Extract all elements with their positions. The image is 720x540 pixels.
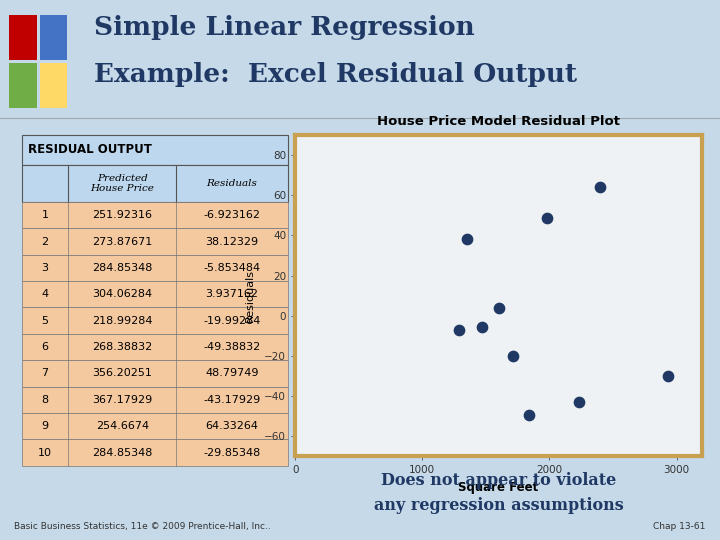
Text: 5: 5 <box>42 316 48 326</box>
Point <box>541 213 553 222</box>
Bar <box>22 202 288 228</box>
Text: 356.20251: 356.20251 <box>92 368 152 379</box>
Y-axis label: Residuals: Residuals <box>245 269 255 322</box>
Bar <box>9 63 37 108</box>
Text: -6.923162: -6.923162 <box>204 210 261 220</box>
Bar <box>22 307 288 334</box>
Text: 4: 4 <box>42 289 49 299</box>
Point <box>573 398 585 407</box>
Text: -29.85348: -29.85348 <box>204 448 261 457</box>
Text: Example:  Excel Residual Output: Example: Excel Residual Output <box>94 62 577 87</box>
Text: Basic Business Statistics, 11e © 2009 Prentice-Hall, Inc..: Basic Business Statistics, 11e © 2009 Pr… <box>14 522 271 531</box>
Text: -43.17929: -43.17929 <box>204 395 261 405</box>
Text: 48.79749: 48.79749 <box>205 368 258 379</box>
Text: 10: 10 <box>38 448 52 457</box>
Bar <box>9 15 37 59</box>
Text: 3: 3 <box>42 263 48 273</box>
Bar <box>22 228 288 255</box>
Text: 304.06284: 304.06284 <box>92 289 153 299</box>
Bar <box>22 255 288 281</box>
Text: -19.99284: -19.99284 <box>203 316 261 326</box>
Point <box>461 235 472 244</box>
Bar <box>22 334 288 360</box>
Text: 3.937162: 3.937162 <box>205 289 258 299</box>
Point <box>477 323 488 332</box>
Text: 273.87671: 273.87671 <box>92 237 153 247</box>
Text: Simple Linear Regression: Simple Linear Regression <box>94 15 474 40</box>
Bar <box>22 440 288 465</box>
Text: Chap 13-61: Chap 13-61 <box>653 522 706 531</box>
Text: 254.6674: 254.6674 <box>96 421 149 431</box>
Text: 284.85348: 284.85348 <box>92 448 153 457</box>
Bar <box>22 281 288 307</box>
Point <box>492 303 504 312</box>
Bar <box>22 387 288 413</box>
Title: House Price Model Residual Plot: House Price Model Residual Plot <box>377 115 620 129</box>
Text: 64.33264: 64.33264 <box>205 421 258 431</box>
Bar <box>22 165 288 202</box>
Text: 6: 6 <box>42 342 48 352</box>
Text: 9: 9 <box>42 421 49 431</box>
Bar <box>40 15 67 59</box>
Text: Predicted
House Price: Predicted House Price <box>91 173 154 193</box>
Text: Does not appear to violate
any regression assumptions: Does not appear to violate any regressio… <box>374 472 624 514</box>
Point <box>662 372 673 380</box>
Bar <box>22 135 288 165</box>
Text: 268.38832: 268.38832 <box>92 342 153 352</box>
Bar <box>40 63 67 108</box>
Text: 218.99284: 218.99284 <box>92 316 153 326</box>
Text: Residuals: Residuals <box>207 179 258 188</box>
Bar <box>22 360 288 387</box>
Text: 8: 8 <box>42 395 49 405</box>
X-axis label: Square Feet: Square Feet <box>459 481 539 494</box>
Text: -5.853484: -5.853484 <box>204 263 261 273</box>
Point <box>595 182 606 191</box>
Text: 251.92316: 251.92316 <box>92 210 153 220</box>
Text: 7: 7 <box>42 368 49 379</box>
Point <box>454 325 465 334</box>
Text: 1: 1 <box>42 210 48 220</box>
Text: 367.17929: 367.17929 <box>92 395 153 405</box>
Point <box>523 410 535 419</box>
Text: -49.38832: -49.38832 <box>204 342 261 352</box>
Text: 2: 2 <box>42 237 49 247</box>
Bar <box>22 413 288 440</box>
Text: 38.12329: 38.12329 <box>205 237 258 247</box>
Text: 284.85348: 284.85348 <box>92 263 153 273</box>
Point <box>507 352 518 360</box>
Text: RESIDUAL OUTPUT: RESIDUAL OUTPUT <box>28 143 152 156</box>
